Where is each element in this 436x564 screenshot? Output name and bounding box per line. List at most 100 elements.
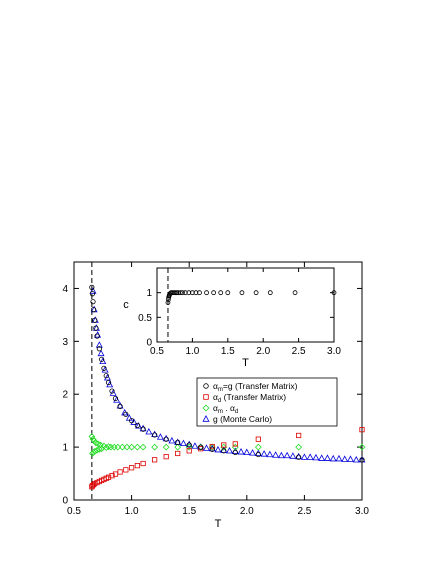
x-tick-label: 1.5: [182, 506, 196, 517]
inset-data-point: [239, 290, 245, 296]
data-point: [335, 454, 343, 462]
data-point: [296, 454, 302, 460]
data-point: [163, 454, 169, 460]
x-tick-label: 2.5: [297, 506, 311, 517]
data-point: [91, 447, 99, 455]
data-point: [209, 443, 215, 450]
data-point: [117, 403, 123, 409]
inset-frame: [156, 267, 335, 343]
inset-y-tick-label: 1: [146, 288, 152, 299]
legend-marker: [202, 415, 210, 422]
data-point: [106, 380, 114, 388]
inset-data-point: [331, 290, 337, 296]
inset-data-point: [180, 290, 185, 296]
data-point: [99, 356, 105, 362]
legend-marker: [203, 394, 209, 400]
x-tick-label: 1.0: [125, 506, 139, 517]
x-tick-label: 2.0: [240, 506, 254, 517]
data-point: [95, 445, 103, 453]
data-point: [151, 443, 159, 451]
data-point: [272, 451, 280, 458]
data-point: [255, 436, 261, 442]
data-point: [186, 448, 192, 454]
legend-box: [196, 377, 338, 427]
data-point: [163, 436, 169, 442]
data-point: [123, 411, 129, 417]
series-1: [89, 427, 365, 490]
inset-data-point: [211, 290, 217, 296]
data-point: [112, 395, 119, 402]
data-point: [220, 446, 228, 453]
data-point: [168, 436, 176, 444]
data-point: [123, 467, 129, 473]
inset-data-point: [204, 290, 209, 296]
data-point: [109, 388, 115, 394]
y-tick-label: 1: [62, 443, 68, 454]
inset-data-point: [174, 290, 180, 296]
data-point: [97, 349, 105, 357]
data-point: [128, 465, 135, 471]
data-point: [103, 373, 111, 381]
x-tick-label: 0.5: [67, 506, 81, 517]
inset-data-point: [165, 300, 171, 305]
inset-series: [165, 290, 337, 305]
data-point: [105, 443, 112, 450]
data-point: [186, 442, 192, 448]
data-point: [95, 341, 103, 348]
data-point: [139, 424, 147, 432]
data-point: [296, 432, 302, 439]
inset-x-axis-label: T: [242, 357, 249, 369]
inset-data-point: [225, 290, 231, 296]
data-point: [140, 426, 146, 432]
data-point: [352, 455, 360, 463]
inset-data-point: [182, 290, 188, 296]
inset-data-point: [173, 290, 178, 296]
data-point: [203, 444, 210, 451]
inset-x-tick-label: 1.5: [221, 346, 235, 357]
data-point: [151, 430, 159, 438]
data-point: [179, 439, 187, 447]
data-point: [113, 396, 121, 403]
plot-frame: [73, 261, 363, 501]
series-2: [88, 433, 366, 457]
legend: αm=g (Transfer Matrix)αd (Transfer Matri…: [196, 377, 338, 427]
legend-label: αm . αd: [213, 403, 238, 415]
y-tick-label: 3: [62, 337, 68, 348]
data-point: [130, 418, 138, 425]
inset-x-tick-label: 3.0: [327, 346, 341, 357]
data-point: [323, 454, 331, 461]
data-point: [93, 446, 101, 454]
data-point: [99, 357, 107, 365]
main-chart: 0.5 1.0 1.5 2.0 2.5 3.0 0 1 2 3 4 T: [62, 261, 369, 530]
data-point: [266, 450, 274, 458]
data-point: [94, 333, 100, 339]
data-point: [232, 449, 238, 455]
data-point: [152, 432, 158, 438]
data-point: [117, 469, 123, 475]
legend-label: αm=g (Transfer Matrix): [213, 381, 298, 393]
data-point: [359, 427, 365, 433]
data-point: [341, 455, 349, 462]
data-point: [255, 451, 261, 458]
data-point: [283, 451, 291, 459]
data-point: [134, 422, 140, 429]
data-point: [289, 452, 297, 459]
data-point: [214, 445, 222, 453]
data-point: [359, 457, 365, 463]
inset-data-point: [218, 290, 224, 296]
data-point: [128, 443, 135, 451]
inset-x-tick-label: 0.5: [150, 346, 164, 357]
data-point: [116, 402, 124, 409]
data-point: [347, 455, 354, 462]
legend-marker: [203, 383, 209, 389]
legend-label: αd (Transfer Matrix): [213, 392, 286, 404]
data-point: [103, 373, 109, 379]
data-point: [175, 450, 181, 457]
data-point: [162, 434, 170, 442]
inset-data-point: [193, 290, 199, 296]
inset-data-point: [267, 290, 273, 296]
data-point: [329, 454, 337, 462]
data-point: [123, 443, 131, 451]
data-point: [254, 443, 262, 451]
